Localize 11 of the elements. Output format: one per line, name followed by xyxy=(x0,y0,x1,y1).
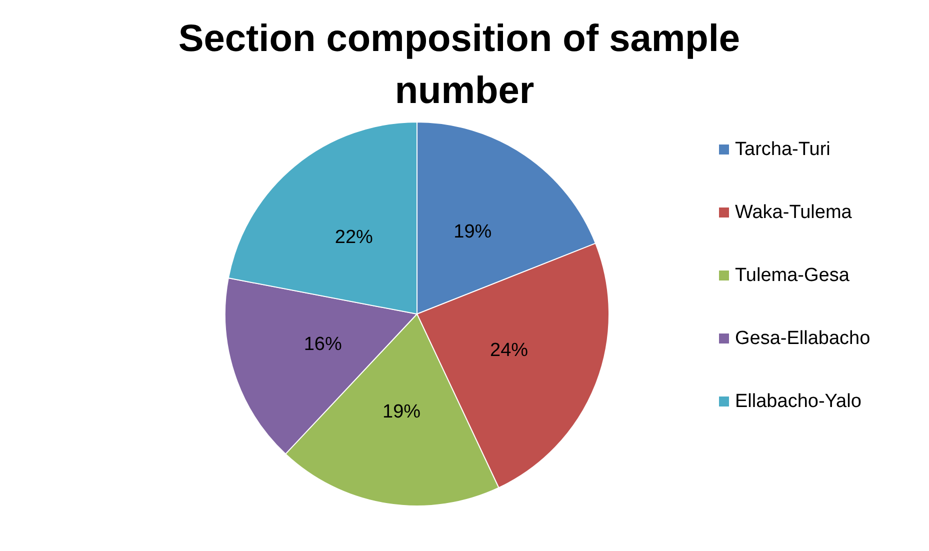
data-label: 24% xyxy=(490,340,528,361)
data-label: 22% xyxy=(334,227,374,248)
legend-label: Ellabacho-Yalo xyxy=(735,391,862,412)
legend-label: Gesa-Ellabacho xyxy=(735,328,870,349)
legend-label: Tulema-Gesa xyxy=(735,265,850,286)
chart-title: Section composition of sample number xyxy=(178,18,751,112)
data-label: 19% xyxy=(382,401,421,422)
legend-label: Tarcha-Turi xyxy=(735,139,830,160)
legend-label: Waka-Tulema xyxy=(735,202,852,223)
data-label: 16% xyxy=(304,334,342,356)
data-label: 19% xyxy=(454,222,492,243)
